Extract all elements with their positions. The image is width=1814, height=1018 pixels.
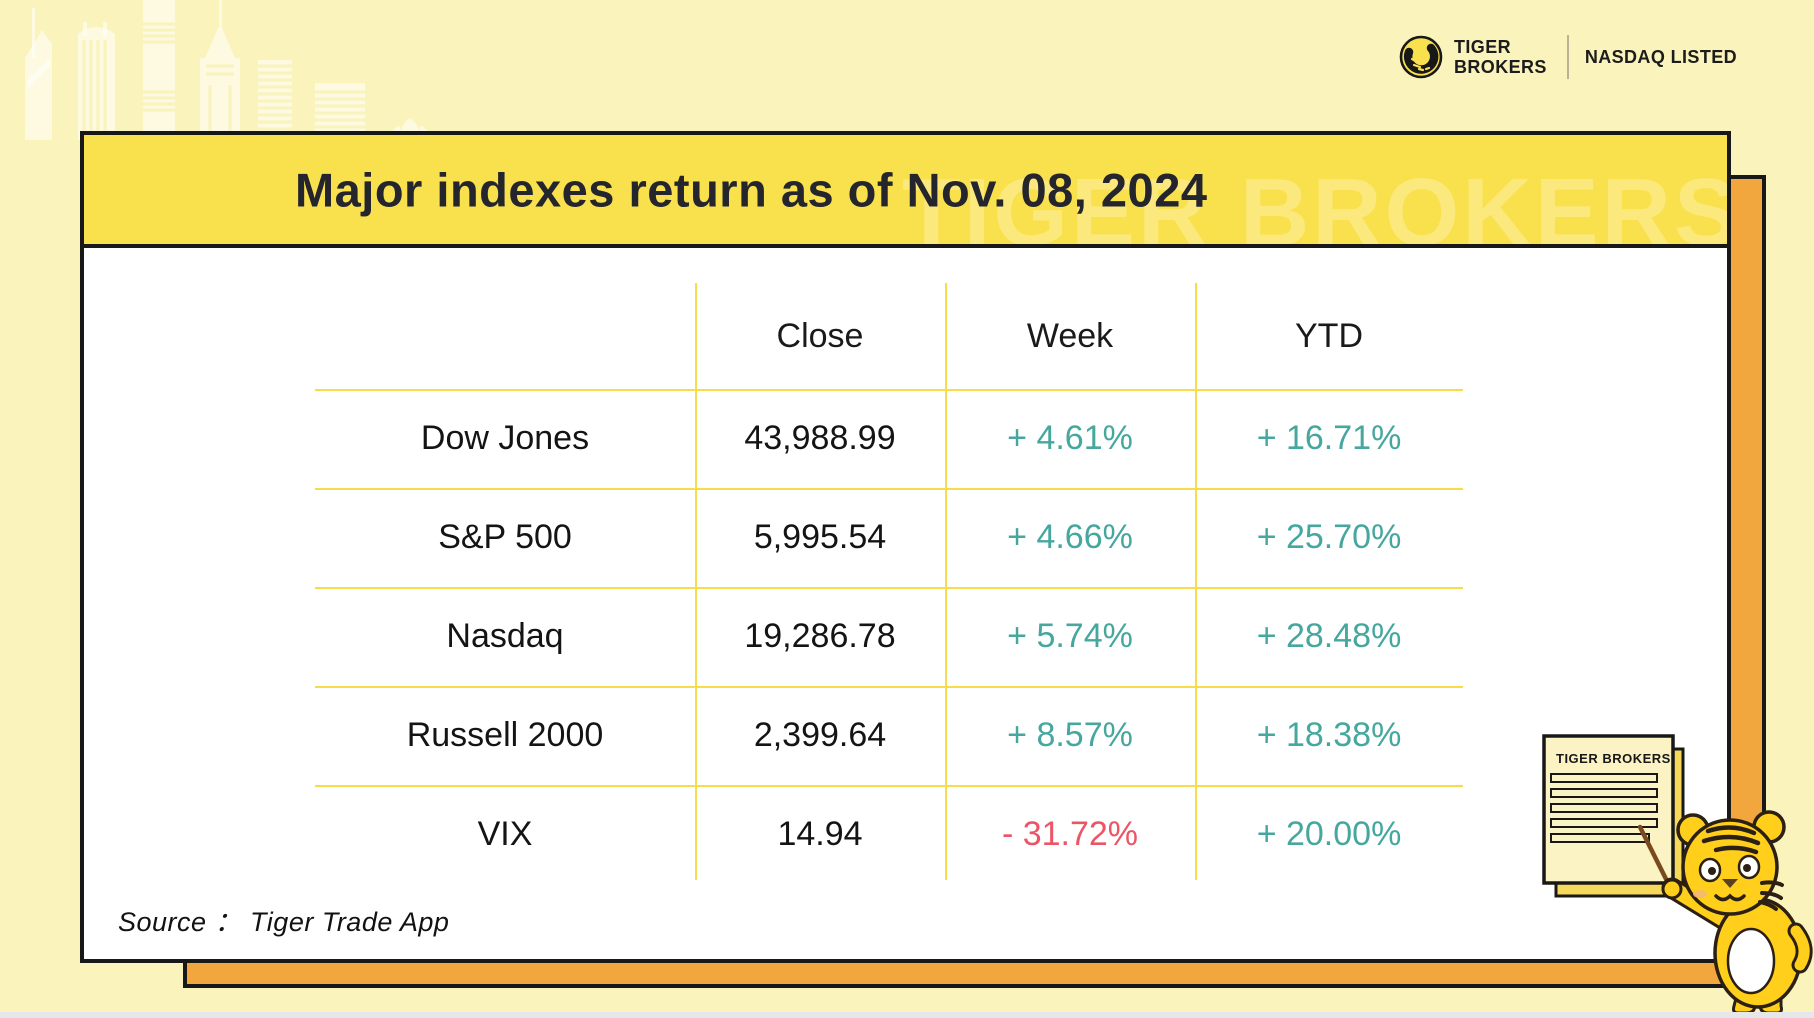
screen-bottom-strip	[0, 1012, 1814, 1018]
header-cell-ytd: YTD	[1295, 316, 1363, 355]
row-divider	[315, 686, 1463, 688]
index-name: Dow Jones	[420, 419, 590, 457]
brand-lockup: TIGER BROKERS NASDAQ LISTED	[1398, 34, 1737, 80]
ytd-change: + 28.48%	[1256, 617, 1402, 655]
index-name: VIX	[477, 815, 533, 853]
ytd-change: + 20.00%	[1256, 815, 1402, 853]
header-cell-week: Week	[1026, 316, 1114, 355]
index-name: Nasdaq	[446, 617, 564, 655]
table-row: Dow Jones 43,988.99 + 4.61% + 16.71%	[315, 389, 1463, 488]
index-name: Russell 2000	[406, 716, 604, 754]
ytd-change: + 25.70%	[1256, 518, 1402, 556]
row-divider	[315, 488, 1463, 490]
row-divider	[315, 785, 1463, 787]
week-change: + 8.57%	[1007, 716, 1133, 754]
table-row: Nasdaq 19,286.78 + 5.74% + 28.48%	[315, 587, 1463, 686]
city-skyline-decoration	[25, 0, 431, 140]
close-value: 2,399.64	[753, 716, 887, 754]
indexes-table: Close Week YTD Dow Jones 43,988.99 + 4.6…	[315, 283, 1463, 880]
nasdaq-listed-label: NASDAQ LISTED	[1584, 46, 1738, 67]
header-cell-close: Close	[776, 316, 864, 355]
tiger-mascot	[1637, 810, 1813, 1015]
ytd-change: + 18.38%	[1256, 716, 1402, 754]
week-change: + 4.66%	[1007, 518, 1133, 556]
tiger-mascot-with-documents: TIGER BROKERS	[1542, 734, 1813, 1015]
ytd-change: + 16.71%	[1256, 419, 1402, 457]
table-row: S&P 500 5,995.54 + 4.66% + 25.70%	[315, 488, 1463, 587]
close-value: 14.94	[777, 815, 863, 853]
document-title: TIGER BROKERS	[1556, 751, 1671, 766]
week-change: + 5.74%	[1007, 617, 1133, 655]
card-header-band: TIGER BROKERS Major indexes return as of…	[84, 135, 1727, 248]
brand-divider	[1566, 35, 1569, 79]
source-caption: Source ： Tiger Trade App	[118, 907, 450, 937]
index-name: S&P 500	[438, 518, 572, 556]
close-value: 43,988.99	[744, 419, 896, 457]
brand-name-line1: TIGER	[1454, 37, 1512, 57]
header-watermark: TIGER BROKERS	[901, 159, 1727, 248]
document-text-lines	[1550, 773, 1658, 843]
week-change: - 31.72%	[1001, 815, 1139, 853]
brand-name-line2: BROKERS	[1454, 57, 1547, 77]
page-title: Major indexes return as of Nov. 08, 2024	[295, 163, 1208, 216]
brand-name: TIGER BROKERS	[1454, 37, 1547, 77]
table-row: Russell 2000 2,399.64 + 8.57% + 18.38%	[315, 686, 1463, 785]
tiger-tail-circle-icon	[1399, 35, 1443, 79]
close-value: 19,286.78	[744, 617, 896, 655]
column-divider	[695, 283, 697, 880]
row-divider	[315, 389, 1463, 391]
column-divider	[945, 283, 947, 880]
table-header-row: Close Week YTD	[315, 283, 1463, 389]
row-divider	[315, 587, 1463, 589]
week-change: + 4.61%	[1007, 419, 1133, 457]
table-row: VIX 14.94 - 31.72% + 20.00%	[315, 785, 1463, 884]
close-value: 5,995.54	[753, 518, 887, 556]
main-card: TIGER BROKERS Major indexes return as of…	[80, 131, 1731, 963]
column-divider	[1195, 283, 1197, 880]
